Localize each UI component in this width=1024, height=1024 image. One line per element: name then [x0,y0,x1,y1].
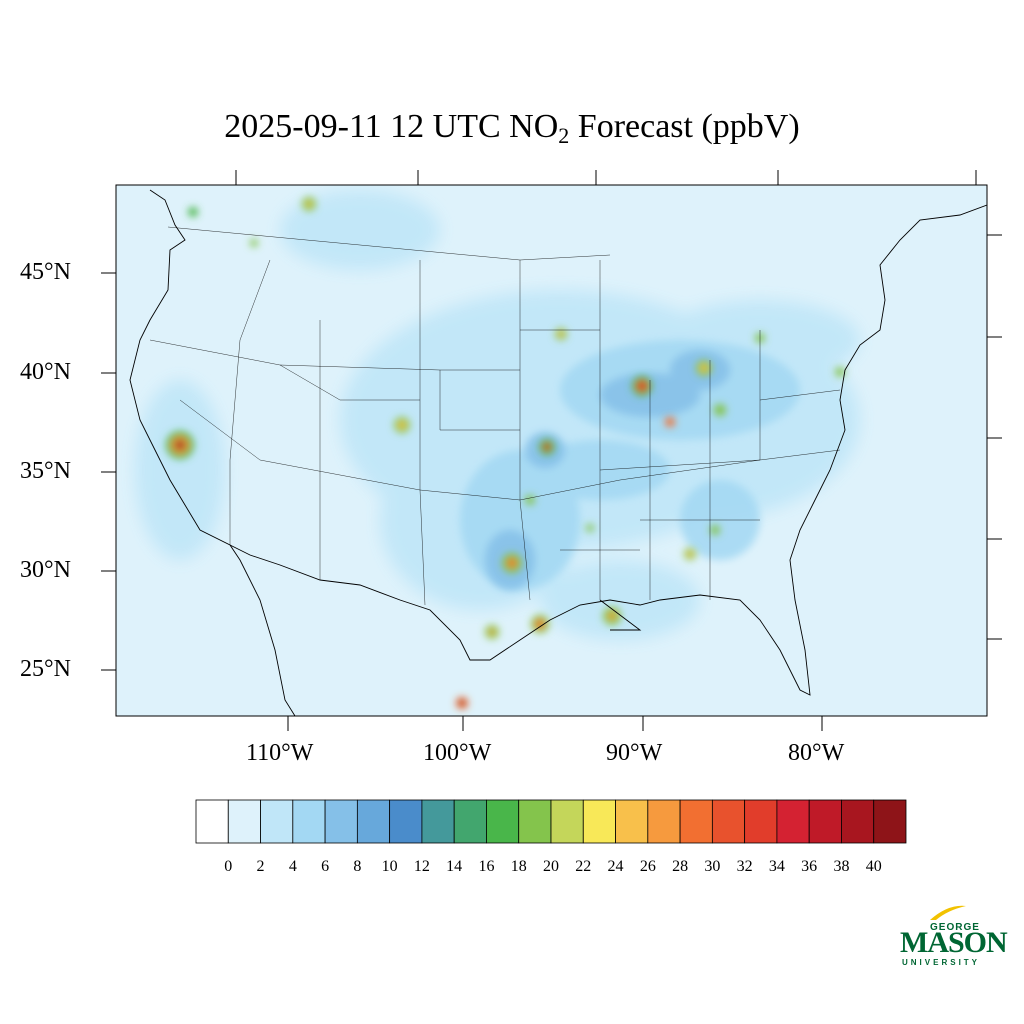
chart-title: 2025-09-11 12 UTC NO2 Forecast (ppbV) [224,108,800,148]
lat-label-35: 35°N [20,458,71,484]
coastline-outline [129,189,987,716]
colorbar-tick: 28 [672,858,689,875]
colorbar-tick: 18 [510,858,527,875]
lat-label-45: 45°N [20,259,71,285]
colorbar-swatch [324,799,358,844]
logo-line1: GEORGE [930,922,980,933]
colorbar-swatch [389,799,423,844]
colorbar-swatch [679,799,713,844]
colorbar-swatch [841,799,875,844]
colorbar-tick: 32 [736,858,753,875]
colorbar-tick: 36 [801,858,818,875]
colorbar-swatch [453,799,487,844]
colorbar-swatch [615,799,649,844]
colorbar-swatch [518,799,552,844]
lon-label-110: 110°W [246,740,314,766]
lon-label-80: 80°W [788,740,845,766]
colorbar-tick: 26 [639,858,656,875]
colorbar-tick: 24 [607,858,624,875]
colorbar-swatch [744,799,778,844]
colorbar-tick: 10 [381,858,398,875]
colorbar-tick: 30 [704,858,721,875]
colorbar-swatch [711,799,746,844]
colorbar-swatch [873,799,907,844]
colorbar [195,799,907,844]
lon-label-90: 90°W [606,740,663,766]
colorbar-swatch [582,799,616,844]
lon-label-100: 100°W [423,740,492,766]
colorbar-swatch [292,799,326,844]
logo-line2: MASON [900,926,1008,959]
colorbar-tick: 20 [543,858,559,875]
colorbar-tick: 16 [478,858,495,875]
colorbar-tick: 14 [446,858,463,875]
map-frame [115,184,988,717]
colorbar-swatch [356,799,391,844]
colorbar-tick: 12 [413,858,430,875]
colorbar-tick: 40 [865,858,882,875]
colorbar-tick: 8 [353,858,362,875]
colorbar-swatch [486,799,520,844]
axis-ticks [101,170,1002,731]
colorbar-tick: 2 [256,858,265,875]
colorbar-swatch [550,799,584,844]
colorbar-tick: 4 [288,858,297,875]
colorbar-tick: 34 [768,858,785,875]
colorbar-tick: 22 [575,858,592,875]
colorbar-swatch [647,799,681,844]
colorbar-swatch [421,799,455,844]
logo-line3: UNIVERSITY [902,958,981,967]
logo-swoosh-icon [930,905,966,920]
colorbar-swatch [260,799,294,844]
gmu-logo: GEORGE MASON UNIVERSITY [896,900,1008,970]
lat-label-30: 30°N [20,557,71,583]
colorbar-tick: 6 [321,858,330,875]
concentration-field [135,190,860,709]
lat-label-40: 40°N [20,359,71,385]
colorbar-swatch [808,799,842,844]
colorbar-tick: 38 [833,858,850,875]
lat-label-25: 25°N [20,656,71,682]
colorbar-swatch [227,799,261,844]
state-borders [149,226,841,606]
colorbar-swatch [195,799,229,844]
colorbar-tick: 0 [224,858,233,875]
colorbar-swatch [776,799,810,844]
